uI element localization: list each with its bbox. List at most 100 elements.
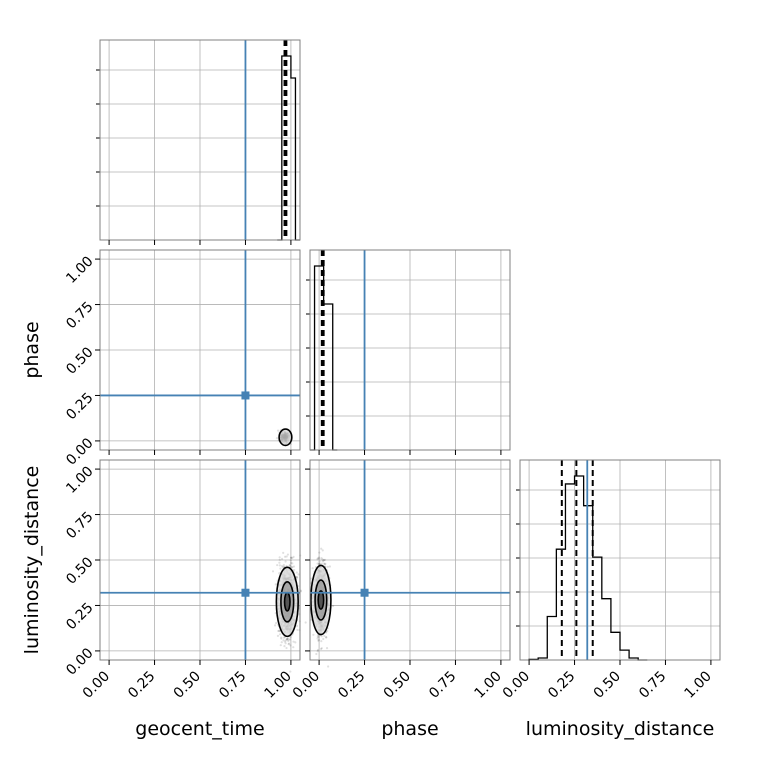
scatter-phase-vs-luminosity-distance-sample-point [320,547,323,550]
scatter-geocent-time-vs-luminosity-distance-sample-point [297,573,300,576]
scatter-geocent-time-vs-luminosity-distance-ytick-label: 0.00 [63,645,96,678]
scatter-phase-vs-luminosity-distance-sample-point [318,562,321,565]
scatter-geocent-time-vs-phase-sample-point [275,437,279,440]
scatter-phase-vs-luminosity-distance-sample-point [320,647,323,650]
scatter-geocent-time-vs-luminosity-distance-sample-point [274,583,277,586]
hist-luminosity-distance-xtick-label: 1.00 [682,668,715,701]
scatter-phase-vs-luminosity-distance-xtick-label: 0.50 [381,668,414,701]
scatter-geocent-time-vs-luminosity-distance-sample-point [284,639,287,642]
scatter-geocent-time-vs-luminosity-distance-sample-point [288,638,292,641]
scatter-geocent-time-vs-luminosity-distance-sample-point [282,551,285,554]
scatter-phase-vs-luminosity-distance-xtick-label: 0.00 [290,668,323,701]
scatter-geocent-time-vs-luminosity-distance-sample-point [287,642,291,645]
scatter-geocent-time-vs-luminosity-distance-sample-point [289,559,292,562]
scatter-phase-vs-luminosity-distance-sample-point [316,635,319,638]
scatter-phase-vs-luminosity-distance-sample-point [323,558,327,561]
xlabel-geocent-time: geocent_time [135,718,264,740]
scatter-phase-vs-luminosity-distance-sample-point [320,562,323,565]
scatter-geocent-time-vs-luminosity-distance-sample-point [280,557,284,560]
scatter-geocent-time-vs-luminosity-distance-sample-point [296,628,299,632]
scatter-phase-vs-luminosity-distance-sample-point [317,556,321,559]
scatter-geocent-time-vs-phase-panel: 0.00 0.25 0.50 0.75 1.00 [63,249,301,469]
panels-layer: 0.00 0.25 0.50 0.75 1.000.000.250.500.751.00… [63,39,721,702]
scatter-phase-vs-luminosity-distance-sample-point [323,562,326,565]
scatter-phase-vs-luminosity-distance-sample-point [316,562,319,565]
scatter-phase-vs-luminosity-distance-sample-point [321,549,324,552]
scatter-geocent-time-vs-luminosity-distance-sample-point [282,565,285,568]
scatter-geocent-time-vs-luminosity-distance-sample-point [295,624,299,628]
scatter-phase-vs-luminosity-distance-sample-point [322,559,325,562]
xlabel-phase: phase [381,718,438,740]
scatter-phase-vs-luminosity-distance-sample-point [323,563,326,566]
scatter-phase-vs-luminosity-distance-sample-point [316,557,319,560]
hist-luminosity-distance-xtick-label: 0.00 [500,668,533,701]
scatter-phase-vs-luminosity-distance-sample-point [321,558,324,561]
scatter-geocent-time-vs-phase-sample-point [276,429,280,432]
scatter-geocent-time-vs-luminosity-distance-sample-point [304,621,307,624]
scatter-geocent-time-vs-phase-ytick-label: 0.00 [63,435,96,468]
scatter-geocent-time-vs-luminosity-distance-ytick-label: 0.75 [63,509,96,542]
scatter-geocent-time-vs-luminosity-distance-sample-point [285,646,288,650]
scatter-geocent-time-vs-luminosity-distance-sample-point [278,629,281,633]
scatter-geocent-time-vs-phase-ytick-label: 0.50 [63,344,96,377]
scatter-geocent-time-vs-luminosity-distance-sample-point [276,563,279,567]
scatter-geocent-time-vs-phase-contour [278,428,293,447]
scatter-geocent-time-vs-luminosity-distance-sample-point [291,556,294,560]
scatter-phase-vs-luminosity-distance-sample-point [316,637,319,640]
hist-geocent-time-panel [96,39,301,245]
scatter-geocent-time-vs-luminosity-distance-panel: 0.00 0.25 0.50 0.75 1.00 0.00 0.25 0.50 0.75 1.00 [63,459,307,702]
scatter-geocent-time-vs-luminosity-distance-sample-point [278,629,281,632]
scatter-geocent-time-vs-luminosity-distance-sample-point [286,638,289,641]
scatter-geocent-time-vs-luminosity-distance-sample-point [283,640,287,643]
hist-luminosity-distance-xtick-label: 0.25 [545,668,578,701]
scatter-geocent-time-vs-luminosity-distance-xtick-label: 0.25 [125,668,158,701]
ylabel-phase: phase [21,321,43,378]
scatter-phase-vs-luminosity-distance-sample-point [318,557,321,560]
hist-luminosity-distance-xtick-label: 0.75 [636,668,669,701]
scatter-geocent-time-vs-luminosity-distance-sample-point [283,645,286,648]
scatter-geocent-time-vs-luminosity-distance-sample-point [289,644,292,647]
scatter-geocent-time-vs-luminosity-distance-sample-point [296,576,299,579]
scatter-geocent-time-vs-luminosity-distance-sample-point [280,637,283,640]
scatter-phase-vs-luminosity-distance-sample-point [332,604,335,608]
scatter-geocent-time-vs-luminosity-distance-sample-point [279,644,282,647]
scatter-phase-vs-luminosity-distance-panel: 0.00 0.25 0.50 0.75 1.00 [290,459,511,702]
scatter-geocent-time-vs-luminosity-distance-sample-point [287,638,290,641]
scatter-phase-vs-luminosity-distance-sample-point [326,565,329,568]
scatter-geocent-time-vs-luminosity-distance-sample-point [282,639,285,642]
scatter-geocent-time-vs-luminosity-distance-sample-point [271,570,275,573]
scatter-geocent-time-vs-luminosity-distance-sample-point [294,641,297,644]
hist-geocent-time-bars [277,55,300,241]
scatter-geocent-time-vs-luminosity-distance-sample-point [287,639,290,643]
scatter-phase-vs-luminosity-distance-sample-point [315,652,318,656]
scatter-geocent-time-vs-luminosity-distance-sample-point [278,558,281,561]
scatter-geocent-time-vs-luminosity-distance-sample-point [273,624,277,627]
scatter-geocent-time-vs-luminosity-distance-sample-point [291,562,294,565]
scatter-geocent-time-vs-luminosity-distance-sample-point [288,564,291,567]
scatter-phase-vs-luminosity-distance-contour [317,590,325,610]
scatter-geocent-time-vs-luminosity-distance-sample-point [288,564,292,567]
scatter-phase-vs-luminosity-distance-sample-point [311,567,314,570]
scatter-geocent-time-vs-luminosity-distance-sample-point [279,567,282,570]
scatter-phase-vs-luminosity-distance-sample-point [317,638,320,642]
scatter-phase-vs-luminosity-distance-sample-point [316,648,320,652]
scatter-phase-vs-luminosity-distance-sample-point [316,650,319,653]
scatter-phase-vs-luminosity-distance-sample-point [320,557,323,560]
scatter-geocent-time-vs-luminosity-distance-sample-point [289,670,292,673]
scatter-geocent-time-vs-luminosity-distance-sample-point [278,556,281,559]
hist-phase-panel [306,249,511,455]
scatter-geocent-time-vs-luminosity-distance-sample-point [290,566,293,569]
hist-luminosity-distance-xtick-label: 0.50 [591,668,624,701]
scatter-geocent-time-vs-phase-ytick-label: 1.00 [63,253,96,286]
scatter-geocent-time-vs-luminosity-distance-sample-point [289,635,292,639]
scatter-geocent-time-vs-luminosity-distance-sample-point [278,561,281,564]
scatter-geocent-time-vs-luminosity-distance-sample-point [285,637,289,641]
scatter-geocent-time-vs-luminosity-distance-sample-point [295,571,298,574]
scatter-geocent-time-vs-luminosity-distance-sample-point [278,633,282,636]
scatter-phase-vs-luminosity-distance-sample-point [317,562,320,566]
scatter-geocent-time-vs-luminosity-distance-truth-marker [241,588,250,597]
scatter-geocent-time-vs-luminosity-distance-xtick-label: 0.50 [171,668,204,701]
scatter-phase-vs-luminosity-distance-sample-point [325,647,329,650]
scatter-geocent-time-vs-luminosity-distance-sample-point [278,564,281,567]
scatter-phase-vs-luminosity-distance-sample-point [320,640,323,643]
